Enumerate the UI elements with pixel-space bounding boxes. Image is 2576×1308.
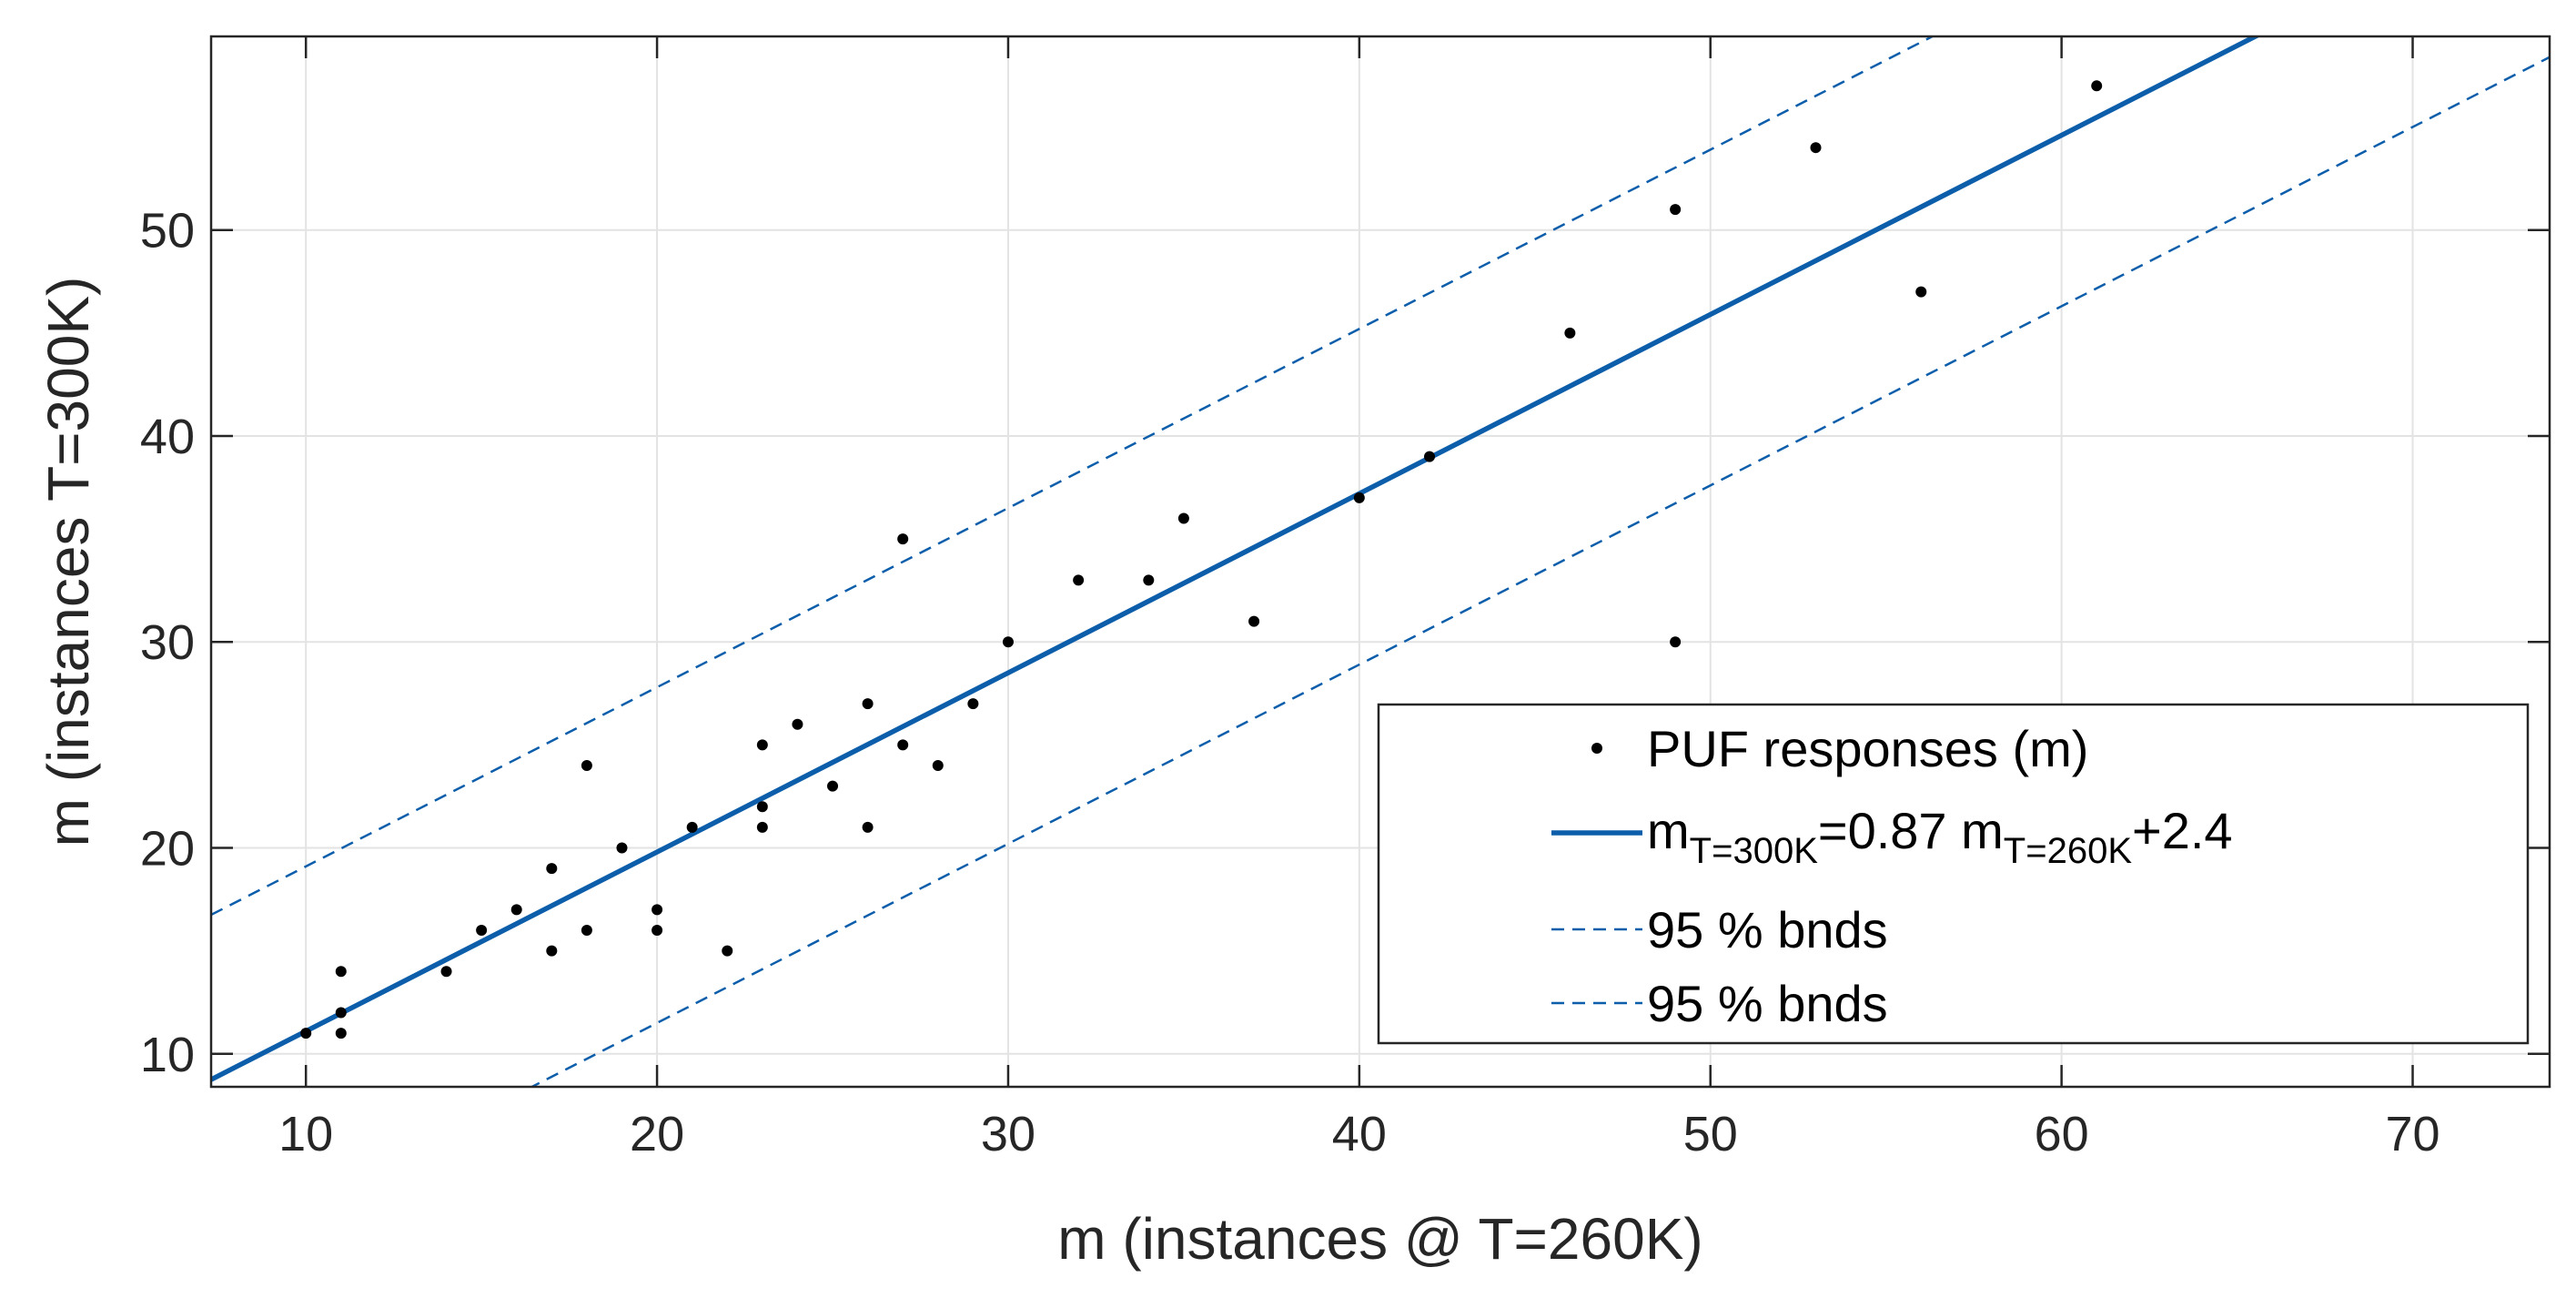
data-point — [546, 863, 558, 875]
data-point — [1915, 286, 1927, 298]
data-point — [932, 760, 944, 772]
y-tick-label: 30 — [140, 615, 195, 670]
legend: PUF responses (m) mT=300K=0.87 mT=260K+2… — [1377, 703, 2530, 1045]
data-point — [510, 904, 522, 916]
data-point — [897, 739, 909, 751]
x-tick-label: 10 — [278, 1107, 333, 1161]
data-point — [652, 925, 663, 937]
data-point — [1424, 451, 1436, 462]
data-point — [1670, 204, 1682, 216]
data-point — [335, 1007, 347, 1019]
y-tick-label: 50 — [140, 204, 195, 259]
legend-fit-end: +2.4 — [2132, 802, 2233, 859]
data-point — [686, 821, 698, 833]
data-point — [1143, 574, 1155, 586]
data-point — [722, 945, 733, 957]
x-tick-label: 40 — [1332, 1107, 1387, 1161]
y-tick-label: 10 — [140, 1028, 195, 1082]
legend-scatter-marker — [1591, 743, 1602, 754]
x-tick-label: 60 — [2035, 1107, 2089, 1161]
data-point — [546, 945, 558, 957]
data-point — [335, 1028, 347, 1039]
data-point — [862, 821, 874, 833]
ticks: 10 20 30 40 50 60 70 10 20 30 40 50 — [140, 36, 2550, 1161]
legend-box — [1377, 703, 2530, 1045]
grid — [211, 36, 2550, 1087]
fit-lines — [211, 36, 2550, 1087]
data-point — [1248, 615, 1260, 627]
data-point — [300, 1028, 312, 1039]
legend-scatter-label: PUF responses (m) — [1647, 720, 2088, 777]
x-axis-title: m (instances @ T=260K) — [1057, 1206, 1702, 1272]
data-point — [862, 698, 874, 710]
fit-line — [211, 36, 2261, 1082]
data-point — [897, 533, 909, 545]
y-axis-title: m (instances T=300K) — [35, 277, 101, 847]
legend-fit-label: mT=300K=0.87 mT=260K+2.4 — [1647, 802, 2233, 871]
x-tick-label: 50 — [1683, 1107, 1738, 1161]
legend-bound-label-1: 95 % bnds — [1647, 901, 1888, 958]
data-point — [1002, 636, 1014, 648]
data-point — [827, 780, 839, 792]
data-point — [756, 801, 768, 813]
data-point — [581, 925, 592, 937]
x-tick-label: 70 — [2385, 1107, 2440, 1161]
legend-fit-mid: =0.87 m — [1818, 802, 2004, 859]
data-points — [300, 80, 2103, 1039]
legend-fit-sub2: T=260K — [2004, 831, 2133, 871]
y-tick-label: 40 — [140, 410, 195, 464]
data-point — [1353, 492, 1365, 503]
data-point — [1810, 142, 1822, 154]
legend-fit-sub1: T=300K — [1690, 831, 1819, 871]
plot-frame — [209, 35, 2551, 1089]
data-point — [652, 904, 663, 916]
data-point — [2091, 80, 2103, 92]
y-tick-label: 20 — [140, 822, 195, 877]
data-point — [335, 966, 347, 978]
data-point — [967, 698, 979, 710]
x-tick-label: 30 — [981, 1107, 1035, 1161]
data-point — [476, 925, 488, 937]
data-point — [756, 739, 768, 751]
data-point — [756, 821, 768, 833]
legend-fit-m1: m — [1647, 802, 1690, 859]
data-point — [1177, 512, 1189, 524]
legend-bound-label-2: 95 % bnds — [1647, 975, 1888, 1032]
x-tick-label: 20 — [630, 1107, 684, 1161]
data-point — [616, 842, 628, 854]
bound-line — [529, 56, 2550, 1087]
data-point — [440, 966, 452, 978]
data-point — [1670, 636, 1682, 648]
data-point — [581, 760, 592, 772]
data-point — [1564, 327, 1576, 339]
data-point — [792, 718, 803, 730]
data-point — [1073, 574, 1085, 586]
